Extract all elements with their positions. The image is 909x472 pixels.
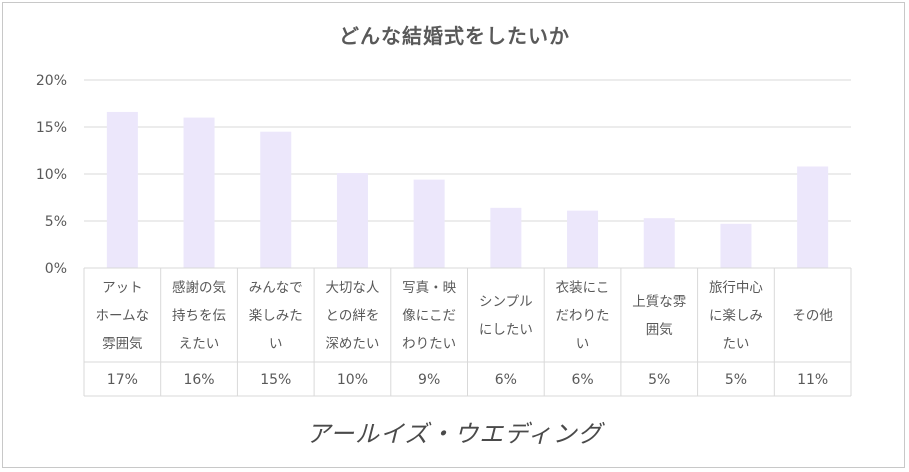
category-label: たい xyxy=(722,336,749,352)
bar xyxy=(490,207,522,268)
category-label: 上質な雰 xyxy=(632,294,686,310)
y-tick-label: 20% xyxy=(36,73,67,89)
category-label: ホームな xyxy=(96,308,150,324)
category-label: 深めたい xyxy=(325,336,379,352)
data-label: 5% xyxy=(648,372,670,388)
bar xyxy=(413,179,445,268)
category-label: シンプル xyxy=(479,294,533,310)
data-label: 6% xyxy=(571,372,593,388)
data-label: 9% xyxy=(418,372,440,388)
chart-title: どんな結婚式をしたいか xyxy=(339,24,570,48)
category-label: みんなで xyxy=(249,280,303,296)
bar xyxy=(720,223,752,268)
data-label: 5% xyxy=(725,372,747,388)
category-label: えたい xyxy=(179,336,220,352)
category-label: 感謝の気 xyxy=(172,279,226,296)
category-label: との絆を xyxy=(326,308,380,324)
category-label: 写真・映 xyxy=(402,280,456,296)
category-label: い xyxy=(576,336,590,352)
category-label: 楽しみた xyxy=(249,308,303,324)
category-label: にしたい xyxy=(479,322,533,338)
category-label: 雰囲気 xyxy=(102,336,143,352)
category-label: 旅行中心 xyxy=(709,280,763,296)
bar xyxy=(797,166,829,268)
bar xyxy=(183,117,215,268)
bar xyxy=(643,218,675,268)
y-tick-label: 10% xyxy=(36,167,67,183)
bar xyxy=(106,111,138,269)
data-label: 6% xyxy=(495,372,517,388)
category-label: 囲気 xyxy=(646,322,673,338)
data-label: 11% xyxy=(797,372,828,388)
category-label: アット xyxy=(102,280,143,296)
brand-logo: アールイズ・ウエディング xyxy=(306,420,603,448)
y-tick-label: 15% xyxy=(36,120,67,136)
category-label: 持ちを伝 xyxy=(172,308,226,324)
data-label: 16% xyxy=(183,372,214,388)
category-label: に楽しみ xyxy=(709,308,763,324)
category-label: だわりた xyxy=(556,308,610,324)
bar xyxy=(336,173,368,268)
category-label: その他 xyxy=(792,308,833,324)
y-tick-label: 0% xyxy=(45,261,67,277)
category-label: 衣装にこ xyxy=(556,280,610,296)
category-label: わりたい xyxy=(402,336,456,352)
data-label: 10% xyxy=(337,372,368,388)
bar xyxy=(260,131,292,268)
bar xyxy=(567,210,599,268)
data-label: 17% xyxy=(107,372,138,388)
category-label: 像にこだ xyxy=(402,308,456,324)
y-tick-label: 5% xyxy=(45,214,67,230)
category-label: 大切な人 xyxy=(325,280,379,296)
category-label: い xyxy=(269,336,283,352)
data-label: 15% xyxy=(260,372,291,388)
